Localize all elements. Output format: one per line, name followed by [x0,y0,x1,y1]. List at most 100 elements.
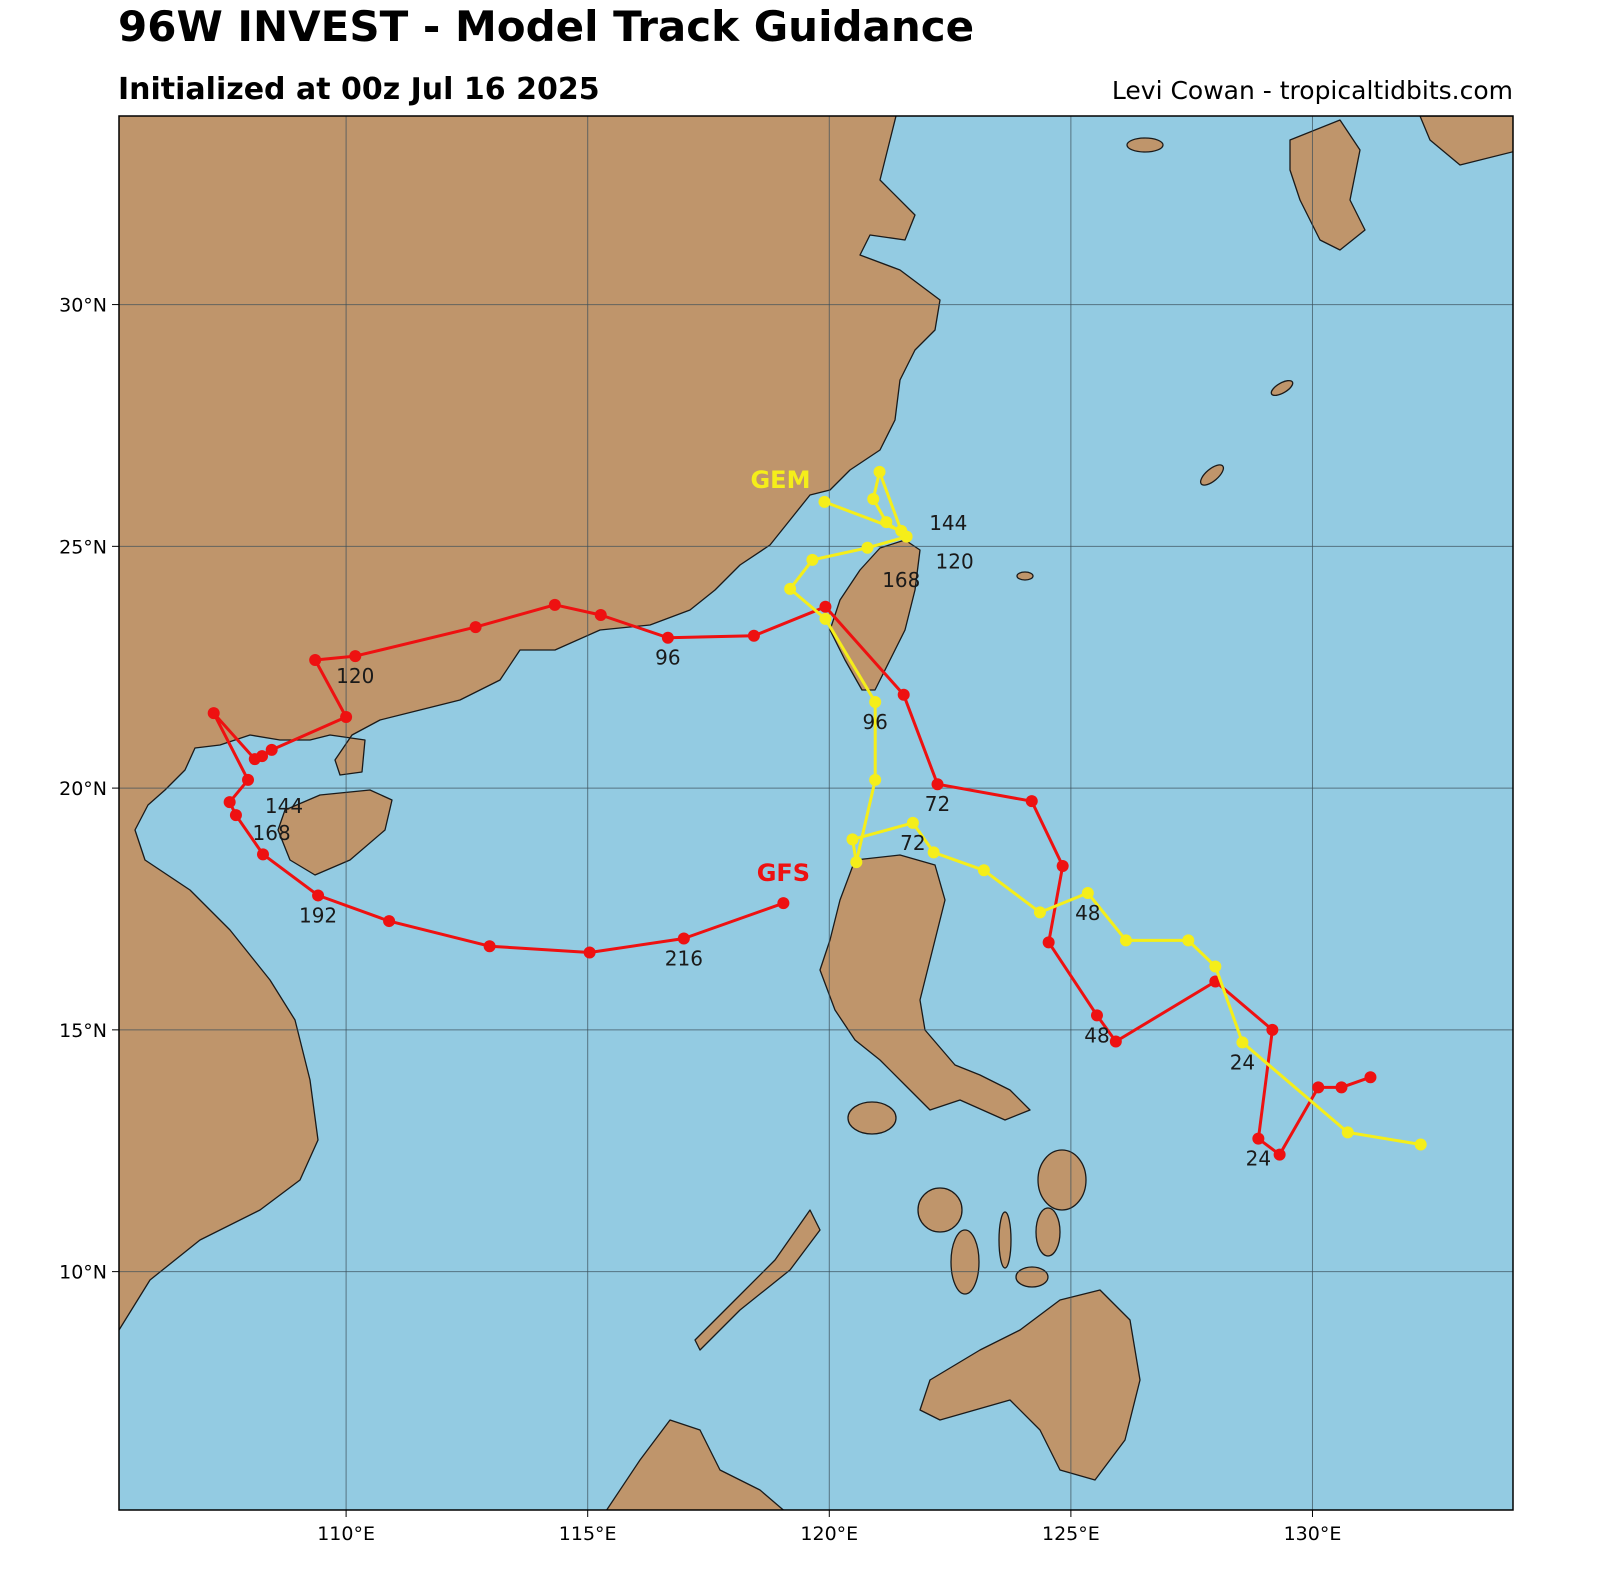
land-cebu [998,1211,1012,1269]
map-frame [118,115,1514,1511]
land-borneo [605,1419,785,1510]
track-point [1033,906,1046,919]
track-point [869,696,882,709]
track-point [784,582,797,595]
credit-text: Levi Cowan - tropicaltidbits.com [1111,76,1513,105]
track-point [906,816,919,829]
track-point [1266,1023,1279,1036]
lon-tick-label: 120°E [800,1523,858,1545]
track-point [1119,934,1132,947]
track-point [1312,1081,1325,1094]
forecast-hour-label: 120 [336,664,374,688]
forecast-hour-label: 72 [925,792,950,816]
track-point [931,778,944,791]
forecast-hour-label: 48 [1084,1023,1109,1047]
land-negros [950,1229,980,1295]
track-point [818,495,831,508]
land-hainan [277,789,393,876]
track-point [1209,960,1222,973]
track-point [583,946,596,959]
track-point [1236,1036,1249,1049]
forecast-hour-label: 168 [882,568,920,592]
forecast-hour-label: 24 [1230,1050,1255,1074]
track-point [1109,1035,1122,1048]
track-point [1414,1138,1427,1151]
track-point [483,940,496,953]
forecast-hour-label: 192 [299,903,337,927]
track-point [873,465,886,478]
forecast-hour-label: 144 [929,511,967,535]
track-point [1182,934,1195,947]
model-name-label: GEM [750,466,810,494]
track-point [248,753,261,766]
track-point [1335,1081,1348,1094]
track-point [242,773,255,786]
land-mindanao [919,1289,1141,1481]
track-point [1081,887,1094,900]
track-point [594,608,607,621]
init-time-subtitle: Initialized at 00z Jul 16 2025 [118,72,600,107]
axis-ticks: 110°E 115°E 120°E 125°E 130°E 10°N 15°N 20°N 25°… [59,295,1341,1545]
lat-tick-label: 30°N [59,295,107,317]
lat-tick-label: 10°N [59,1262,107,1284]
track-point [1252,1132,1265,1145]
track-point [469,621,482,634]
track-point [229,809,242,822]
model-tracks: 24 48 72 96 120 144 168 192 216 GFS 24 48 72 96 120 144… [207,465,1427,1171]
track-point [977,864,990,877]
lat-tick-label: 20°N [59,778,107,800]
track-point [1341,1126,1354,1139]
track-point [819,600,832,613]
track-point [207,707,220,720]
track-point [223,796,236,809]
track-point [861,541,874,554]
model-name-label: GFS [757,859,810,887]
track-point [548,598,561,611]
track-point [256,848,269,861]
forecast-hour-label: 216 [665,946,703,970]
track-point [383,915,396,928]
land-mainland-asia [119,116,941,1331]
land-palawan [694,1209,821,1351]
track-point [677,932,690,945]
land-panay [917,1187,963,1233]
forecast-hour-label: 168 [253,821,291,845]
track-point [806,553,819,566]
land-kyushu [1289,119,1366,251]
track-point [661,631,674,644]
track-point [1025,795,1038,808]
track-point [869,773,882,786]
forecast-hour-label: 144 [265,794,303,818]
land-samar [1037,1149,1087,1211]
track-point [349,650,362,663]
land-ishigaki [1126,137,1164,153]
forecast-hour-label: 120 [936,550,974,574]
track-point [895,524,908,537]
forecast-hour-label: 96 [655,646,680,670]
track-point [1056,859,1069,872]
land-okinawa [1199,464,1225,486]
track-point [819,612,832,625]
lon-tick-label: 115°E [559,1523,617,1545]
track-point [867,492,880,505]
track-point [880,516,893,529]
track-gfs: 24 48 72 96 120 144 168 192 216 GFS [207,598,1377,1171]
lat-tick-label: 15°N [59,1020,107,1042]
track-point [340,711,353,724]
track-point [897,688,910,701]
lon-tick-label: 130°E [1284,1523,1342,1545]
track-point [309,653,322,666]
land-amami [1270,379,1294,397]
track-point [850,856,863,869]
track-point [846,833,859,846]
lon-tick-label: 110°E [317,1523,375,1545]
track-point [1364,1071,1377,1084]
land-leyte [1035,1207,1061,1257]
track-point [265,743,278,756]
track-point [927,846,940,859]
forecast-hour-label: 96 [862,710,887,734]
track-point [777,897,790,910]
track-point [1090,1009,1103,1022]
land-bohol [1015,1266,1049,1288]
